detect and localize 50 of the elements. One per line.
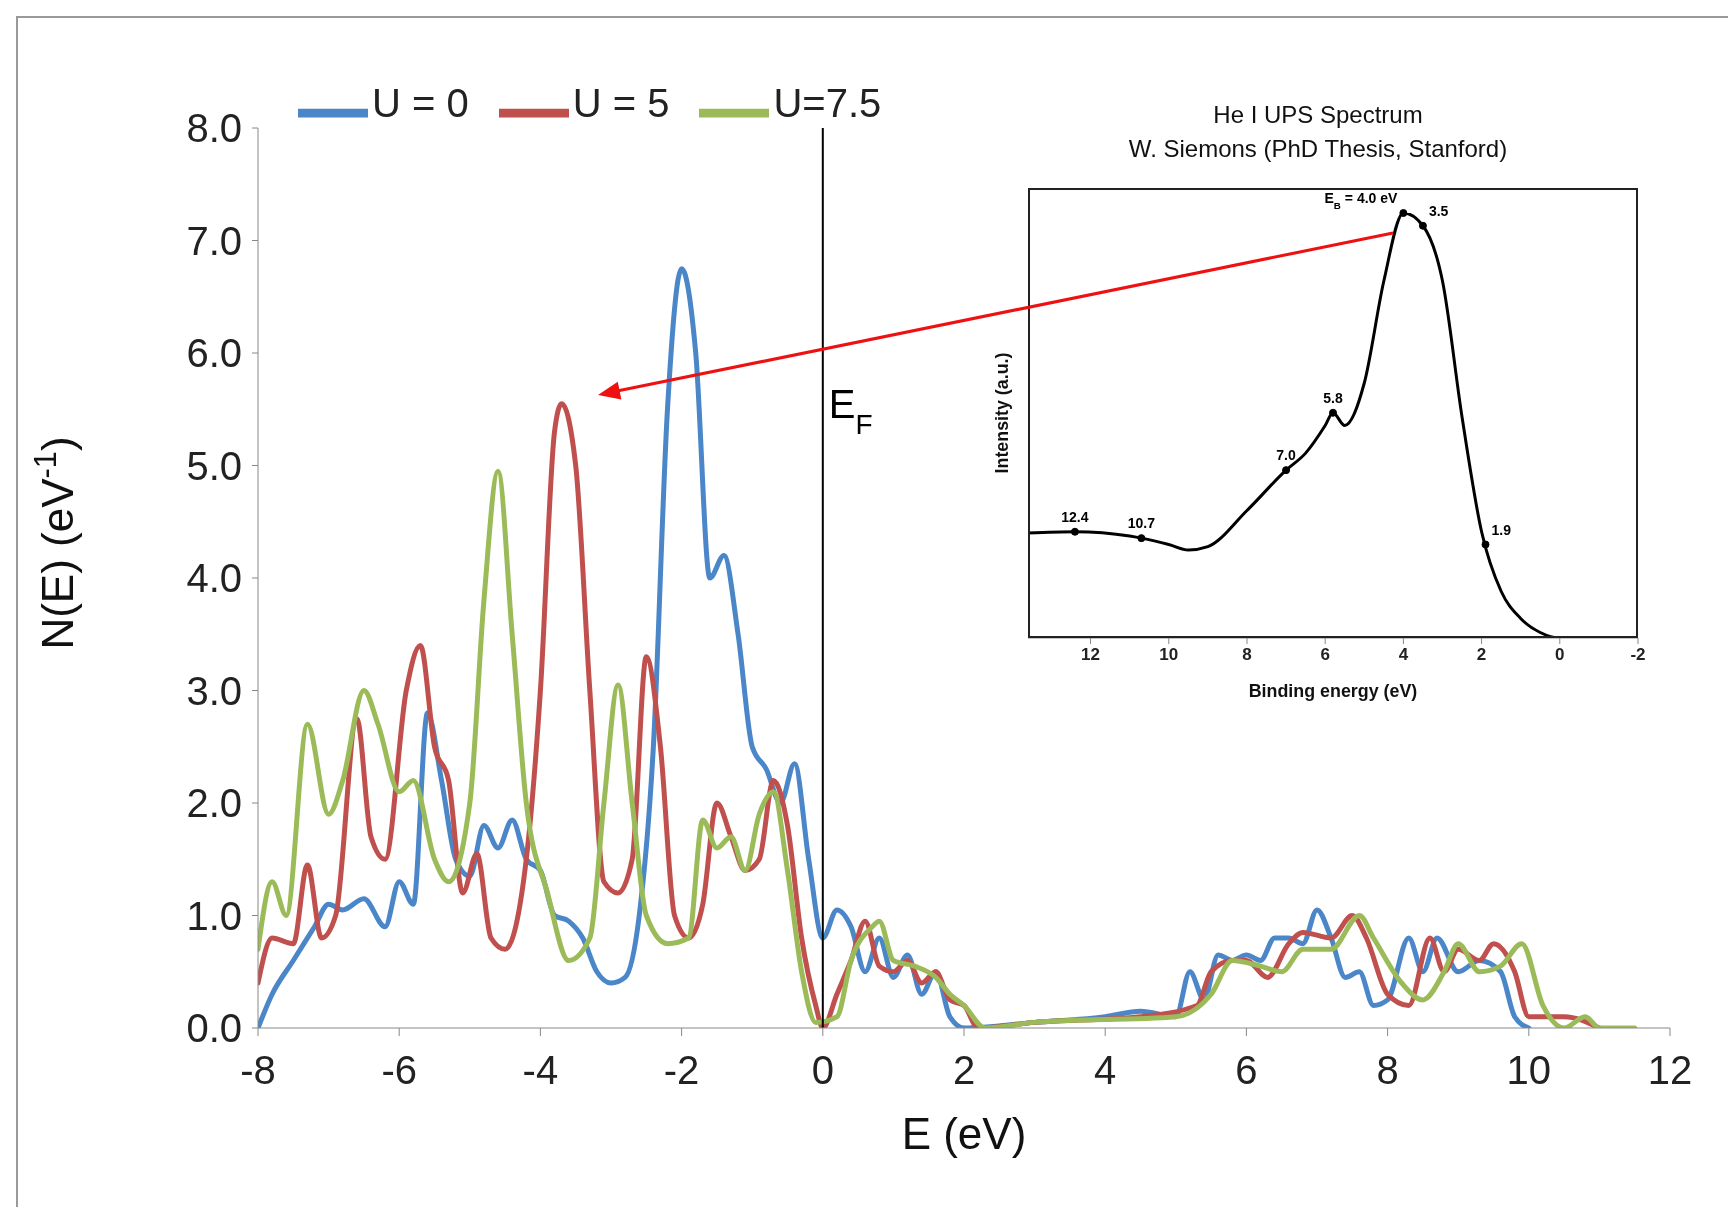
- x-tick-label: 12: [1081, 645, 1101, 665]
- x-tick-label: 0: [1555, 645, 1565, 665]
- legend-label: U=7.5: [773, 80, 882, 125]
- x-tick-label: 6: [1320, 645, 1330, 665]
- point: [1418, 221, 1427, 230]
- x-tick-label: -6: [381, 1048, 417, 1093]
- y-tick-label: 3.0: [186, 668, 242, 713]
- x-tick-label: 10: [1159, 645, 1179, 665]
- y-tick-label: 6.0: [186, 331, 242, 376]
- x-axis-title: E (eV): [901, 1109, 1027, 1159]
- x-tick-label: 6: [1235, 1048, 1258, 1093]
- y-axis-title: Intensity (a.u.): [992, 352, 1012, 474]
- x-tick-label: -8: [240, 1048, 276, 1093]
- point: [1282, 466, 1291, 475]
- x-tick-label: -2: [663, 1048, 700, 1093]
- annotation: 3.5: [1428, 202, 1449, 219]
- y-tick-label: 8.0: [186, 106, 242, 151]
- annotation: 7.0: [1276, 447, 1297, 464]
- x-tick-label: -2: [1630, 645, 1646, 665]
- x-tick-label: 2: [952, 1048, 976, 1093]
- chart-title: He I UPS Spectrum: [1212, 100, 1424, 130]
- legend-label: U = 5: [572, 80, 670, 125]
- x-tick-label: 8: [1242, 645, 1252, 665]
- x-axis-title: Binding energy (eV): [1248, 680, 1418, 701]
- annotation: 12.4: [1061, 508, 1089, 525]
- annotation: 10.7: [1127, 515, 1156, 532]
- point: [1137, 534, 1146, 543]
- point: [1399, 209, 1408, 217]
- x-tick-label: 4: [1398, 645, 1409, 665]
- x-tick-label: 10: [1506, 1048, 1552, 1093]
- y-tick-label: 5.0: [186, 443, 242, 488]
- point: [1070, 527, 1079, 536]
- chart-subtitle: W. Siemons (PhD Thesis, Stanford): [1127, 134, 1509, 164]
- x-tick-label: 12: [1647, 1048, 1693, 1093]
- x-tick-label: 0: [811, 1048, 834, 1093]
- x-tick-label: -4: [522, 1048, 559, 1093]
- point: [1329, 408, 1337, 417]
- annotation: 5.8: [1323, 389, 1343, 406]
- ref-line-label: E$_{F}$: [828, 382, 873, 440]
- x-tick-label: 8: [1376, 1048, 1399, 1093]
- x-tick-label: 4: [1094, 1048, 1117, 1093]
- y-tick-label: 1.0: [186, 893, 242, 938]
- x-tick-label: 2: [1476, 645, 1487, 665]
- y-tick-label: 4.0: [186, 556, 242, 601]
- y-tick-label: 7.0: [186, 218, 242, 263]
- annotation: E$_{B}$ = 4.0 eV: [1324, 190, 1399, 211]
- annotation: 1.9: [1491, 521, 1512, 538]
- legend-label: U = 0: [372, 80, 469, 125]
- y-tick-label: 0.0: [186, 1006, 242, 1051]
- y-tick-label: 2.0: [186, 781, 242, 826]
